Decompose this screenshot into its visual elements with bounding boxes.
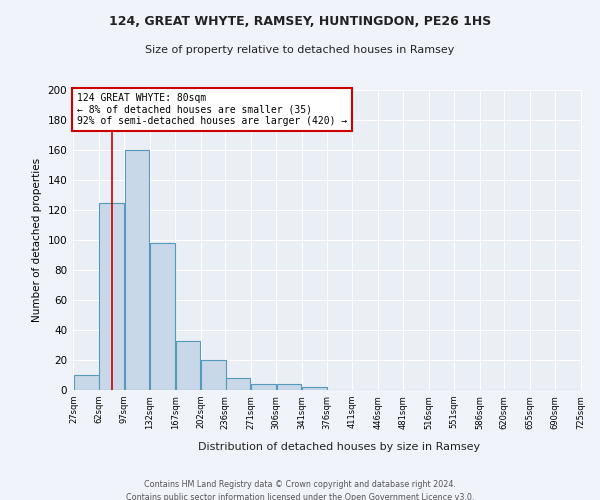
Bar xyxy=(150,243,175,390)
Bar xyxy=(226,378,250,390)
Bar xyxy=(125,150,149,390)
Bar xyxy=(302,387,326,390)
Y-axis label: Number of detached properties: Number of detached properties xyxy=(32,158,42,322)
Text: 124, GREAT WHYTE, RAMSEY, HUNTINGDON, PE26 1HS: 124, GREAT WHYTE, RAMSEY, HUNTINGDON, PE… xyxy=(109,15,491,28)
Text: 124 GREAT WHYTE: 80sqm
← 8% of detached houses are smaller (35)
92% of semi-deta: 124 GREAT WHYTE: 80sqm ← 8% of detached … xyxy=(77,93,347,126)
Text: Distribution of detached houses by size in Ramsey: Distribution of detached houses by size … xyxy=(198,442,480,452)
Bar xyxy=(201,360,226,390)
Bar xyxy=(99,202,124,390)
Text: Contains HM Land Registry data © Crown copyright and database right 2024.: Contains HM Land Registry data © Crown c… xyxy=(144,480,456,489)
Bar xyxy=(277,384,301,390)
Bar xyxy=(176,340,200,390)
Text: Contains public sector information licensed under the Open Government Licence v3: Contains public sector information licen… xyxy=(126,492,474,500)
Text: Size of property relative to detached houses in Ramsey: Size of property relative to detached ho… xyxy=(145,45,455,55)
Bar xyxy=(251,384,276,390)
Bar xyxy=(74,375,98,390)
